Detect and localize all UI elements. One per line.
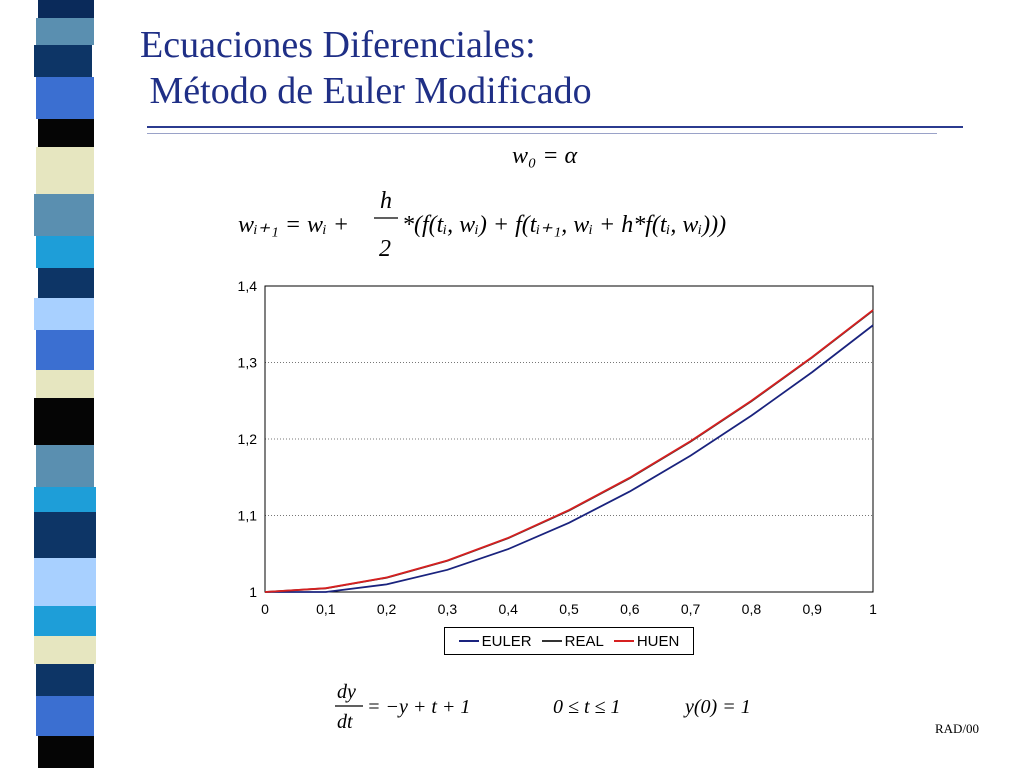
formula-fraction-denominator: 2	[379, 236, 391, 262]
x-tick-label: 1	[869, 601, 877, 617]
ode-rhs: = −y + t + 1	[367, 696, 470, 718]
ode-denominator: dt	[337, 711, 353, 733]
decorative-stripe	[34, 0, 96, 768]
y-tick-label: 1,2	[238, 431, 258, 447]
formula-rhs: *(f(tᵢ, wᵢ) + f(tᵢ₊₁, wᵢ + h*f(tᵢ, wᵢ)))	[402, 212, 726, 238]
line-chart: 11,11,21,31,4 0 0,1 0,2 0,3 0,4 0,5 0,6 0,7 0,8 0…	[238, 278, 878, 617]
series-line-huen	[264, 309, 874, 593]
ode-statement: dy dt = −y + t + 1 0 ≤ t ≤ 1 y(0) = 1	[333, 678, 773, 738]
title-divider-thin	[147, 133, 937, 134]
legend-swatch-real	[541, 640, 562, 642]
legend-swatch-euler	[458, 640, 479, 642]
legend-swatch-huen	[613, 640, 634, 642]
y-tick-label: 1,3	[238, 355, 258, 371]
x-tick-label: 0,2	[377, 601, 397, 617]
legend-label-euler: EULER	[481, 632, 532, 650]
ode-statement-svg: dy dt = −y + t + 1 0 ≤ t ≤ 1 y(0) = 1	[335, 681, 751, 733]
ode-domain: 0 ≤ t ≤ 1	[553, 696, 621, 718]
y-tick-label: 1,4	[238, 278, 258, 294]
slide-title: Ecuaciones Diferenciales: Método de Eule…	[140, 22, 592, 114]
y-tick-label: 1,1	[238, 508, 258, 524]
x-tick-label: 0,9	[802, 601, 822, 617]
x-tick-label: 0,1	[316, 601, 336, 617]
chart-container: 1 1,1 1,2 1,3 1,4 0 0,1 0,2 0,3 0,4 0,5 0,6 0,7 0,8 0…	[230, 278, 890, 658]
legend-label-real: REAL	[564, 632, 604, 650]
formula-lhs: wᵢ₊₁ = wᵢ +	[238, 212, 349, 238]
grid-lines	[265, 362, 873, 516]
legend-label-huen: HUEN	[636, 632, 680, 650]
y-axis: 1 1,1 1,2 1,3 1,4	[238, 278, 258, 600]
x-tick-label: 0,6	[620, 601, 640, 617]
slide-title-line1: Ecuaciones Diferenciales:	[140, 24, 536, 66]
chart-legend: EULER REAL HUEN	[444, 627, 694, 655]
modified-euler-formula: wᵢ₊₁ = wᵢ + h 2 *(f(tᵢ, wᵢ) + f(tᵢ₊₁, wᵢ…	[238, 182, 878, 262]
legend-item-huen: HUEN	[613, 632, 680, 650]
legend-item-real: REAL	[541, 632, 604, 650]
plot-area	[264, 285, 874, 593]
x-tick-label: 0,4	[498, 601, 518, 617]
x-axis: 0 0,1 0,2 0,3 0,4 0,5 0,6 0,7 0,8 0,9 1	[261, 601, 877, 617]
initial-value-formula: w₀ = α	[512, 143, 578, 169]
x-tick-label: 0,5	[559, 601, 579, 617]
ode-initial-condition: y(0) = 1	[683, 696, 751, 718]
x-tick-label: 0	[261, 601, 269, 617]
modified-euler-formula-svg: wᵢ₊₁ = wᵢ + h 2 *(f(tᵢ, wᵢ) + f(tᵢ₊₁, wᵢ…	[238, 188, 726, 262]
slide-title-line2: Método de Euler Modificado	[140, 70, 592, 112]
x-tick-label: 0,3	[438, 601, 458, 617]
legend-item-euler: EULER	[458, 632, 532, 650]
x-tick-label: 0,8	[742, 601, 762, 617]
x-tick-label: 0,7	[681, 601, 701, 617]
footer-credit: RAD/00	[935, 721, 980, 736]
series-line-real	[264, 309, 874, 593]
series-lines	[264, 309, 874, 593]
series-line-euler	[265, 324, 874, 593]
ode-numerator: dy	[337, 681, 356, 703]
formula-fraction-numerator: h	[380, 188, 392, 214]
title-divider	[147, 126, 963, 128]
y-tick-label: 1	[249, 584, 257, 600]
